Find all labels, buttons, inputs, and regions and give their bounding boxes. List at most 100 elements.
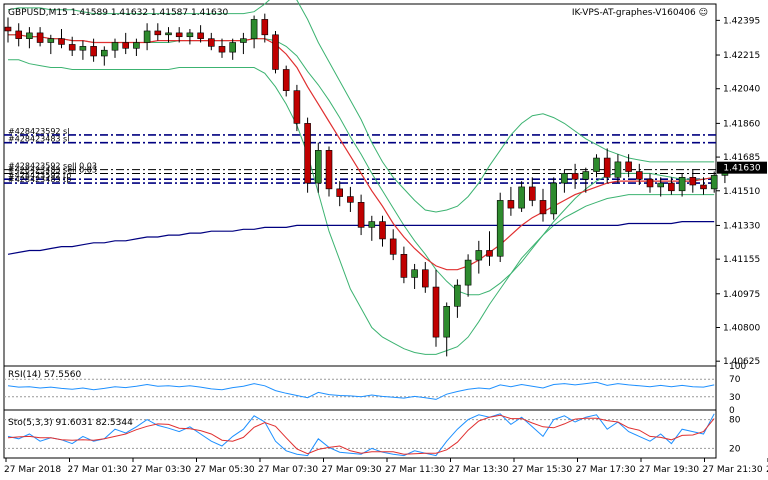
price-tick-label: 1.42215	[723, 51, 760, 61]
candle-body	[208, 38, 215, 47]
candle-body	[635, 171, 643, 180]
candle-body	[304, 123, 311, 184]
stochastic-indicator	[4, 413, 716, 457]
order-label: #428423483 tp	[8, 175, 71, 184]
candle-body	[528, 186, 536, 201]
candle-body	[400, 254, 408, 278]
candle	[646, 173, 654, 193]
candle-body	[197, 32, 204, 39]
bollinger-upper-line	[7, 0, 715, 213]
price-tick-label: 1.41860	[723, 119, 760, 129]
candle	[90, 38, 97, 62]
order-lines	[4, 134, 716, 184]
stoch-level-label: 20	[729, 444, 741, 454]
candle	[336, 181, 344, 207]
candle-body	[90, 46, 97, 57]
candle-body	[389, 238, 397, 255]
candle	[250, 15, 258, 49]
order-label: #428423483 sl	[8, 135, 69, 144]
candle	[603, 148, 611, 184]
order-label: #428423592 tp	[8, 171, 71, 180]
candle	[111, 38, 119, 58]
current-price-tag: 1.41630	[717, 161, 767, 174]
candle-body	[282, 69, 290, 91]
candle-body	[165, 32, 172, 36]
order-label: #428423592 sell 0.03	[8, 162, 97, 171]
candle-body	[668, 182, 675, 192]
candle	[539, 188, 547, 222]
price-tick-label: 1.42395	[723, 16, 760, 26]
price-tick-label: 1.41155	[723, 255, 760, 265]
rsi-level-label: 100	[729, 362, 746, 372]
candle	[79, 40, 87, 60]
candle	[229, 38, 236, 60]
candle	[475, 240, 483, 274]
price-tick-label: 1.40800	[723, 323, 760, 333]
candle-body	[26, 32, 33, 39]
candle-body	[421, 269, 429, 288]
stoch-axis: 80 20	[729, 416, 741, 455]
candle-body	[603, 157, 611, 178]
candle	[507, 186, 515, 216]
candle	[143, 23, 151, 51]
candle	[175, 27, 183, 43]
rsi-indicator	[4, 378, 716, 400]
candle-body	[432, 286, 440, 338]
candle	[571, 163, 579, 189]
time-tick-label: 27 Mar 11:30	[385, 465, 445, 475]
price-axis: 1.42395 1.42215 1.42040 1.41860 1.41685 1.415…	[716, 16, 760, 367]
candle	[197, 25, 204, 43]
candle	[614, 154, 622, 184]
candle	[347, 186, 354, 212]
candle-body	[58, 38, 65, 45]
candle	[36, 27, 44, 47]
order-label: #428423483 sell 0.03	[8, 165, 97, 174]
time-tick-label: 27 Mar 21:30	[703, 465, 763, 475]
candle	[4, 17, 12, 43]
rsi-level-label: 70	[729, 375, 741, 385]
candle-body	[47, 38, 55, 43]
candle	[657, 177, 665, 197]
candle-body	[454, 284, 461, 307]
candle-body	[79, 46, 87, 51]
candle-body	[614, 161, 622, 178]
time-tick-label: 27 Mar 19:30	[639, 465, 699, 475]
candle-body	[700, 184, 707, 190]
candle-body	[443, 306, 451, 338]
candle-body	[101, 49, 108, 57]
time-tick-label: 27 Mar 01:30	[68, 465, 128, 475]
candle	[15, 23, 22, 47]
candle	[625, 154, 632, 178]
candle	[314, 142, 322, 193]
candle	[154, 23, 162, 41]
candle-body	[657, 182, 665, 188]
candle-body	[518, 186, 525, 209]
candle	[528, 177, 536, 207]
candle-body	[582, 171, 590, 180]
candle	[357, 194, 365, 236]
stoch-panel-frame	[3, 409, 717, 459]
candle-body	[36, 32, 44, 43]
candle-body	[486, 250, 493, 257]
candle	[165, 27, 172, 43]
time-tick-label: 27 Mar 13:30	[449, 465, 509, 475]
candle	[368, 215, 376, 241]
candle-body	[186, 32, 194, 38]
candle	[218, 38, 226, 58]
candle-body	[475, 250, 483, 261]
candle	[582, 167, 590, 193]
candle-body	[347, 196, 354, 203]
candle	[411, 263, 418, 289]
candle	[26, 27, 33, 49]
candle	[186, 29, 194, 45]
candle-body	[550, 182, 558, 215]
candle-body	[250, 19, 258, 39]
price-tick-label: 1.40625	[723, 357, 760, 367]
candle-body	[218, 46, 226, 53]
candle	[208, 32, 215, 51]
candle-body	[68, 44, 76, 51]
candle	[443, 302, 451, 357]
time-tick-label: 27 Mar 17:30	[576, 465, 636, 475]
